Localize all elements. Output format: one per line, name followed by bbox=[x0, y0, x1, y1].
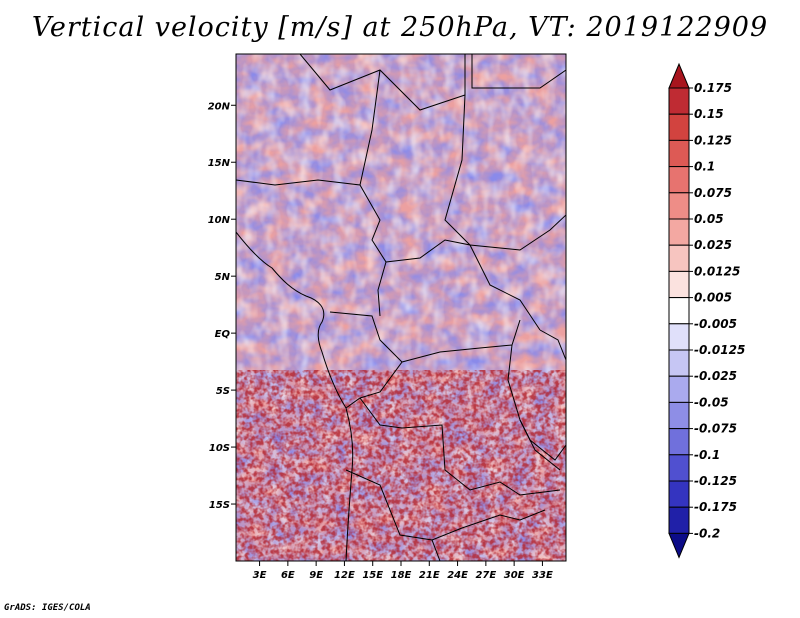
x-tick-label: 18E bbox=[391, 570, 412, 581]
colorbar-label: 0.005 bbox=[694, 291, 732, 305]
colorbar-label: 0.025 bbox=[694, 238, 732, 252]
colorbar-label: -0.075 bbox=[694, 422, 737, 436]
colorbar-label: 0.125 bbox=[694, 133, 732, 147]
y-tick-label: 5N bbox=[215, 272, 231, 283]
y-axis: 20N 15N 10N 5N EQ 5S 10S 15S bbox=[208, 101, 236, 511]
y-tick-label: 15N bbox=[208, 158, 231, 169]
velocity-field bbox=[236, 54, 566, 561]
colorbar-band bbox=[668, 244, 690, 272]
x-tick-label: 6E bbox=[281, 570, 295, 581]
x-tick-label: 21E bbox=[419, 570, 440, 581]
x-tick-label: 3E bbox=[253, 570, 267, 581]
colorbar-label: -0.125 bbox=[694, 474, 737, 488]
colorbar: 0.175 0.15 0.125 0.1 0.075 0.05 0.025 0.0125 0.0… bbox=[668, 62, 745, 559]
colorbar-label: -0.0125 bbox=[694, 343, 745, 357]
y-tick-label: 10N bbox=[208, 215, 231, 226]
x-tick-label: 24E bbox=[447, 570, 468, 581]
colorbar-band bbox=[668, 139, 690, 168]
colorbar-label: 0.05 bbox=[694, 212, 724, 226]
colorbar-band bbox=[668, 270, 690, 299]
x-tick-label: 15E bbox=[362, 570, 383, 581]
colorbar-label: -0.025 bbox=[694, 369, 737, 383]
country-boundaries bbox=[236, 54, 566, 561]
x-tick-label: 9E bbox=[309, 570, 323, 581]
x-tick-label: 33E bbox=[532, 570, 553, 581]
x-tick-label: 27E bbox=[475, 570, 496, 581]
colorbar-band bbox=[668, 323, 690, 351]
y-tick-label: 5S bbox=[216, 386, 230, 397]
colorbar-band bbox=[668, 113, 690, 141]
colorbar-label: -0.1 bbox=[694, 448, 720, 462]
colorbar-band bbox=[668, 506, 690, 534]
x-tick-label: 30E bbox=[504, 570, 525, 581]
y-tick-label: EQ bbox=[215, 329, 231, 340]
chart-title: Vertical velocity [m/s] at 250hPa, VT: 2… bbox=[31, 12, 769, 43]
y-tick-label: 15S bbox=[209, 500, 230, 511]
colorbar-band bbox=[668, 375, 690, 403]
colorbar-band bbox=[668, 166, 690, 194]
colorbar-extend-max bbox=[668, 62, 690, 89]
colorbar-band bbox=[668, 428, 690, 456]
colorbar-extend-min bbox=[668, 532, 690, 559]
colorbar-label: -0.005 bbox=[694, 317, 737, 331]
colorbar-label: 0.075 bbox=[694, 186, 732, 200]
colorbar-band bbox=[668, 401, 690, 430]
colorbar-band bbox=[668, 192, 690, 220]
colorbar-label: 0.1 bbox=[694, 160, 715, 174]
y-tick-label: 10S bbox=[209, 443, 230, 454]
colorbar-band bbox=[668, 297, 690, 325]
colorbar-band bbox=[668, 480, 690, 508]
colorbar-band bbox=[668, 218, 690, 246]
colorbar-label: 0.0125 bbox=[694, 264, 740, 278]
footer-credit: GrADS: IGES/COLA bbox=[4, 603, 91, 613]
colorbar-label: -0.05 bbox=[694, 395, 729, 409]
colorbar-band bbox=[668, 349, 690, 377]
colorbar-label: 0.15 bbox=[694, 107, 724, 121]
x-tick-label: 12E bbox=[334, 570, 355, 581]
colorbar-band bbox=[668, 454, 690, 482]
x-axis: 3E 6E 9E 12E 15E 18E 21E 24E 27E 30E 33E bbox=[253, 561, 553, 581]
colorbar-label: -0.175 bbox=[694, 500, 737, 514]
colorbar-band bbox=[668, 87, 690, 115]
colorbar-label: 0.175 bbox=[694, 81, 732, 95]
colorbar-label: -0.2 bbox=[694, 526, 720, 540]
y-tick-label: 20N bbox=[208, 101, 231, 112]
